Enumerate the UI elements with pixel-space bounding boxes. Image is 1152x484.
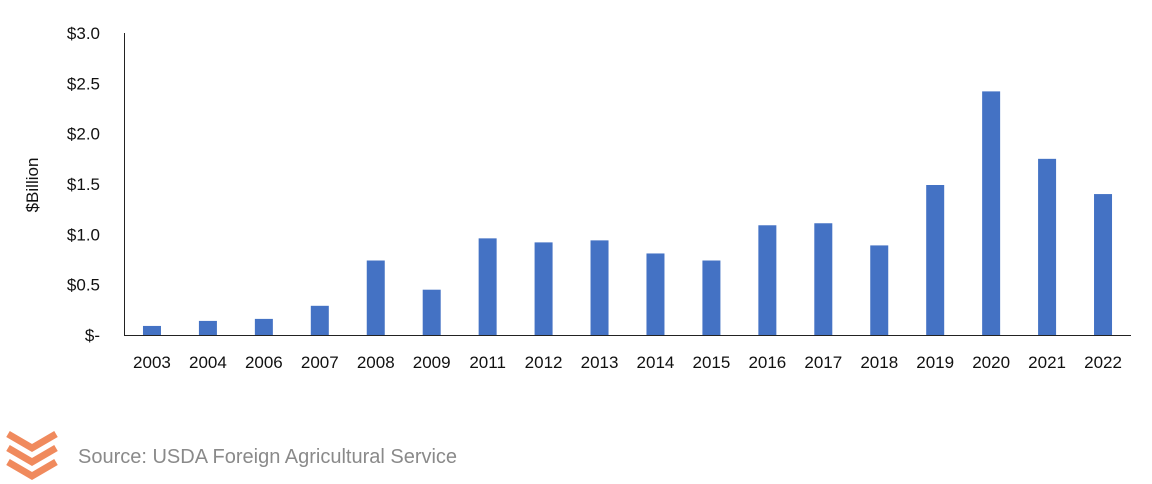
x-tick-label: 2013: [581, 353, 619, 372]
y-tick-label: $2.0: [67, 125, 100, 144]
bar-2021: [1038, 158, 1057, 335]
x-tick-label: 2011: [469, 353, 506, 372]
bar-2014: [646, 253, 665, 335]
bar-chart: $- $0.5 $1.0 $1.5 $2.0 $2.5 $3.0 $Billion 2003…: [23, 24, 1131, 372]
x-tick-label: 2019: [916, 353, 954, 372]
bar-2004: [198, 320, 217, 335]
x-tick-label: 2016: [748, 353, 786, 372]
bar-2019: [926, 185, 945, 335]
bar-2016: [758, 225, 777, 335]
x-tick-label: 2020: [972, 353, 1010, 372]
bar-2011: [478, 238, 497, 335]
bar-2015: [702, 260, 721, 335]
x-tick-label: 2018: [860, 353, 898, 372]
x-tick-label: 2022: [1084, 353, 1122, 372]
x-axis-ticks: 2003 2004 2006 2007 2008 2009 2011 2012 2013 2014…: [133, 353, 1122, 372]
y-tick-label: $3.0: [67, 24, 100, 43]
bars: [142, 91, 1113, 336]
y-axis-ticks: $- $0.5 $1.0 $1.5 $2.0 $2.5 $3.0: [67, 24, 100, 345]
x-tick-label: 2021: [1028, 353, 1066, 372]
y-tick-label: $0.5: [67, 276, 100, 295]
bar-2003: [142, 325, 161, 335]
y-tick-label: $1.5: [67, 175, 100, 194]
x-tick-label: 2007: [301, 353, 339, 372]
bar-2022: [1094, 194, 1113, 335]
x-tick-label: 2003: [133, 353, 171, 372]
bar-2018: [870, 245, 889, 335]
bar-2008: [366, 260, 385, 335]
chevron-stack-logo-icon: [6, 430, 58, 481]
y-tick-label: $-: [85, 326, 100, 345]
y-tick-label: $2.5: [67, 74, 100, 93]
bar-2012: [534, 242, 553, 335]
y-tick-label: $1.0: [67, 225, 100, 244]
x-tick-label: 2017: [804, 353, 842, 372]
x-tick-label: 2008: [357, 353, 395, 372]
x-tick-label: 2004: [189, 353, 227, 372]
bar-2009: [422, 289, 441, 335]
x-tick-label: 2006: [245, 353, 283, 372]
source-text: Source: USDA Foreign Agricultural Servic…: [78, 446, 458, 468]
source-footer: Source: USDA Foreign Agricultural Servic…: [0, 428, 1152, 484]
bar-2007: [310, 305, 329, 335]
y-axis-title: $Billion: [23, 158, 42, 213]
logo-chevron: [6, 430, 58, 453]
x-tick-label: 2012: [525, 353, 563, 372]
x-tick-label: 2015: [693, 353, 731, 372]
logo-chevron: [6, 458, 58, 481]
bar-2006: [254, 318, 273, 335]
logo-chevron: [6, 444, 58, 467]
bar-2020: [982, 91, 1001, 336]
bar-2013: [590, 240, 609, 335]
x-tick-label: 2014: [637, 353, 675, 372]
bar-2017: [814, 223, 833, 335]
x-tick-label: 2009: [413, 353, 451, 372]
